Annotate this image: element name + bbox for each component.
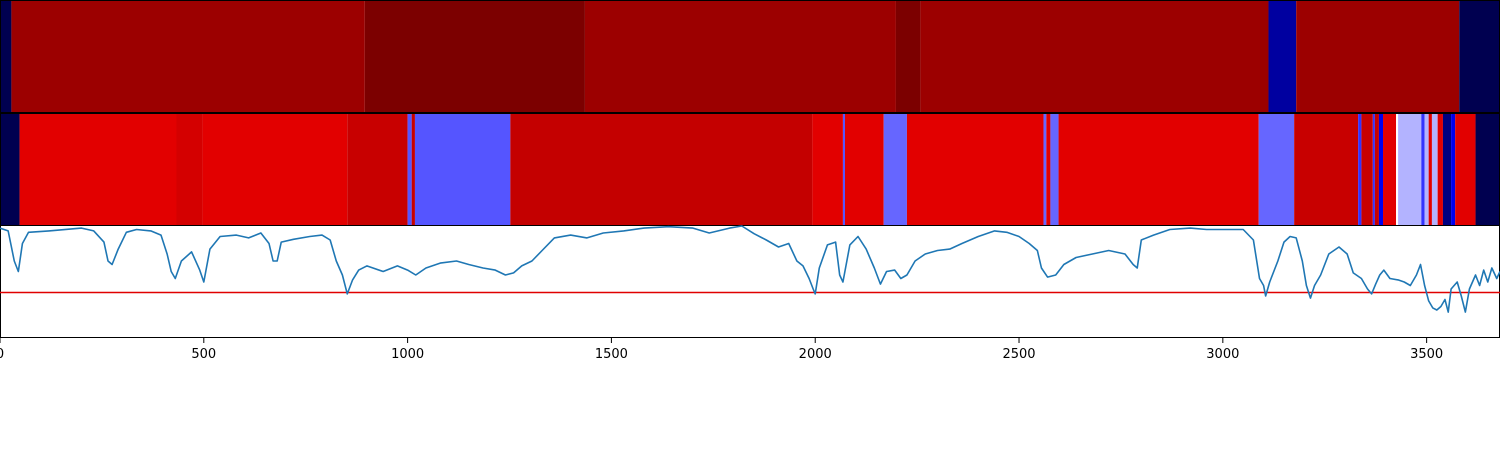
heat-segment	[176, 113, 203, 226]
x-tick-label: 2500	[1002, 347, 1035, 362]
heat-segment	[202, 113, 348, 226]
heat-segment	[1455, 113, 1476, 226]
heat-segment	[1398, 113, 1422, 226]
line-plot-frame	[0, 225, 1500, 338]
heat-segment	[812, 113, 843, 226]
x-tick-label: 2000	[799, 347, 832, 362]
heat-segment	[1475, 113, 1500, 226]
heat-segment	[347, 113, 408, 226]
heat-segment	[1372, 113, 1375, 226]
x-tick-label: 3500	[1410, 347, 1443, 362]
heat-segment	[1421, 113, 1425, 226]
heat-segment	[1428, 113, 1432, 226]
heat-segment	[1046, 113, 1051, 226]
heat-segment	[1258, 113, 1295, 226]
heat-segment	[1424, 113, 1429, 226]
heat-segment	[1268, 0, 1297, 113]
heat-segment	[1431, 113, 1438, 226]
heat-segment	[1294, 113, 1359, 226]
heat-segment	[11, 0, 365, 113]
heat-segment	[1296, 0, 1460, 113]
heat-segment	[895, 0, 921, 113]
heat-segment	[19, 113, 177, 226]
heat-segment	[1396, 113, 1399, 226]
x-tick-label: 3000	[1206, 347, 1239, 362]
heat-segment	[0, 113, 20, 226]
heat-segment	[842, 113, 845, 226]
heatmap-row-level-1	[0, 0, 1500, 113]
line-plot-panel	[0, 225, 1500, 338]
heat-segment	[1383, 113, 1397, 226]
heatmap-row-level-2	[0, 113, 1500, 226]
heat-segment	[906, 113, 1044, 226]
x-tick-label: 500	[191, 347, 216, 362]
x-tick-label: 1500	[595, 347, 628, 362]
heat-segment	[1374, 113, 1379, 226]
heat-segment	[407, 113, 412, 226]
heat-segment	[1058, 113, 1259, 226]
heat-segment	[364, 0, 585, 113]
heat-segment	[1358, 113, 1362, 226]
heat-segment	[920, 0, 1269, 113]
heat-segment	[510, 113, 813, 226]
heat-segment	[1043, 113, 1047, 226]
x-tick-label: 0	[0, 347, 4, 362]
heat-segment	[1050, 113, 1059, 226]
heat-segment	[411, 113, 415, 226]
heat-segment	[1459, 0, 1500, 113]
heat-segment	[1442, 113, 1452, 226]
heat-segment	[883, 113, 907, 226]
heat-segment	[1451, 113, 1456, 226]
heat-segment	[1378, 113, 1384, 226]
heat-segment	[844, 113, 884, 226]
x-tick-label: 1000	[391, 347, 424, 362]
signal-line	[0, 225, 1500, 313]
heat-segment	[584, 0, 896, 113]
heat-segment	[1361, 113, 1373, 226]
x-axis: 0 500 1000 1500 2000 2500 3000 3500	[0, 338, 1443, 362]
heat-segment	[0, 0, 12, 113]
heat-segment	[1437, 113, 1443, 226]
heat-segment	[414, 113, 511, 226]
